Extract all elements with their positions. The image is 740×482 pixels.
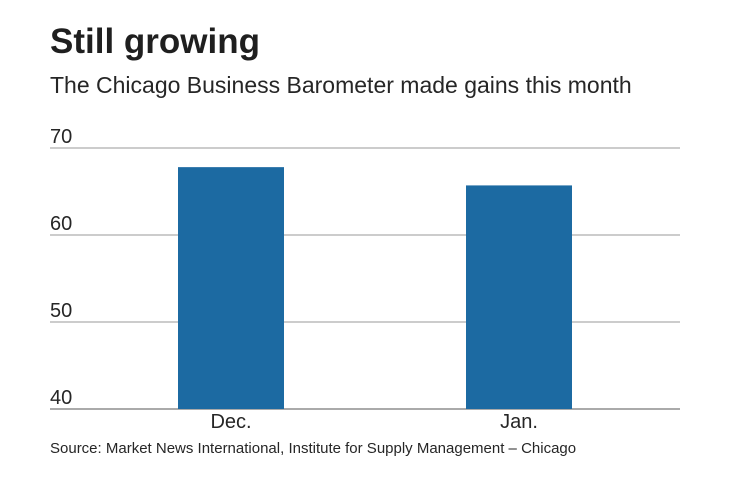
chart-title: Still growing xyxy=(50,22,260,61)
chart-subtitle: The Chicago Business Barometer made gain… xyxy=(50,72,632,98)
x-category-label: Dec. xyxy=(210,411,251,433)
chart-source: Source: Market News International, Insti… xyxy=(50,440,577,457)
y-tick-label: 60 xyxy=(50,213,72,235)
bar-dec xyxy=(178,167,284,409)
y-tick-label: 40 xyxy=(50,387,72,409)
y-tick-label: 50 xyxy=(50,300,72,322)
x-category-label: Jan. xyxy=(500,411,538,433)
y-tick-label: 70 xyxy=(50,126,72,148)
bar-jan xyxy=(466,185,572,409)
